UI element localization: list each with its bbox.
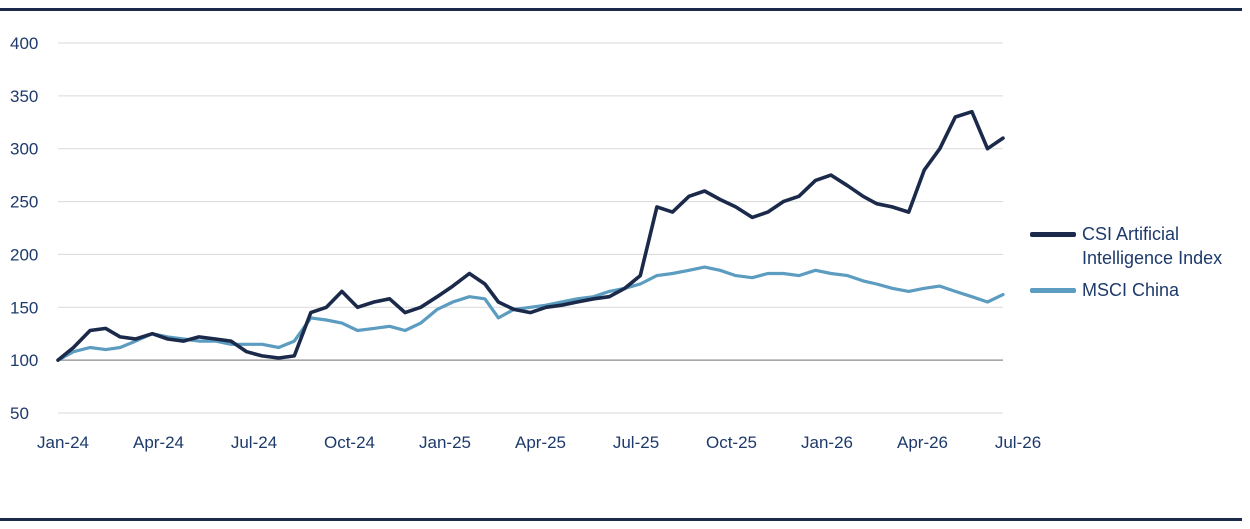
series-line-msci-china: [56, 265, 1005, 362]
x-axis-ticks: Jan-24 Apr-24 Jul-24 Oct-24 Jan-25 Apr-25 Jul-…: [37, 433, 1041, 452]
legend-label-csi-ai: CSI Artificial Intelligence Index: [1082, 224, 1223, 268]
series-line-csi-ai: [56, 109, 1005, 362]
bottom-rule: [0, 518, 1242, 521]
x-tick-label: Oct-24: [324, 433, 375, 452]
y-axis-ticks: 50 100 150 200 250 300 350 400: [10, 34, 38, 423]
legend-label-msci-china: MSCI China: [1082, 280, 1180, 300]
y-tick-label: 300: [10, 140, 38, 159]
top-rule: [0, 8, 1242, 11]
series-lines: [56, 109, 1005, 362]
y-tick-label: 200: [10, 245, 38, 264]
x-tick-label: Apr-26: [897, 433, 948, 452]
x-tick-label: Apr-25: [515, 433, 566, 452]
legend-swatch-msci-china: [1030, 288, 1076, 293]
x-tick-label: Jul-24: [231, 433, 277, 452]
y-tick-label: 100: [10, 351, 38, 370]
x-tick-label: Jul-25: [613, 433, 659, 452]
legend-swatch-csi-ai: [1030, 232, 1076, 237]
x-tick-label: Jan-26: [801, 433, 853, 452]
x-tick-label: Jul-26: [995, 433, 1041, 452]
x-tick-label: Jan-24: [37, 433, 89, 452]
chart-grid: [58, 42, 1003, 414]
x-tick-label: Jan-25: [419, 433, 471, 452]
legend-item-csi-ai: CSI Artificial Intelligence Index: [1030, 222, 1245, 270]
x-tick-label: Apr-24: [133, 433, 184, 452]
y-tick-label: 400: [10, 34, 38, 53]
y-tick-label: 150: [10, 298, 38, 317]
legend-item-msci-china: MSCI China: [1030, 278, 1245, 302]
x-tick-label: Oct-25: [706, 433, 757, 452]
y-tick-label: 350: [10, 87, 38, 106]
y-tick-label: 50: [10, 404, 29, 423]
y-tick-label: 250: [10, 193, 38, 212]
chart-legend: CSI Artificial Intelligence Index MSCI C…: [1030, 222, 1245, 310]
